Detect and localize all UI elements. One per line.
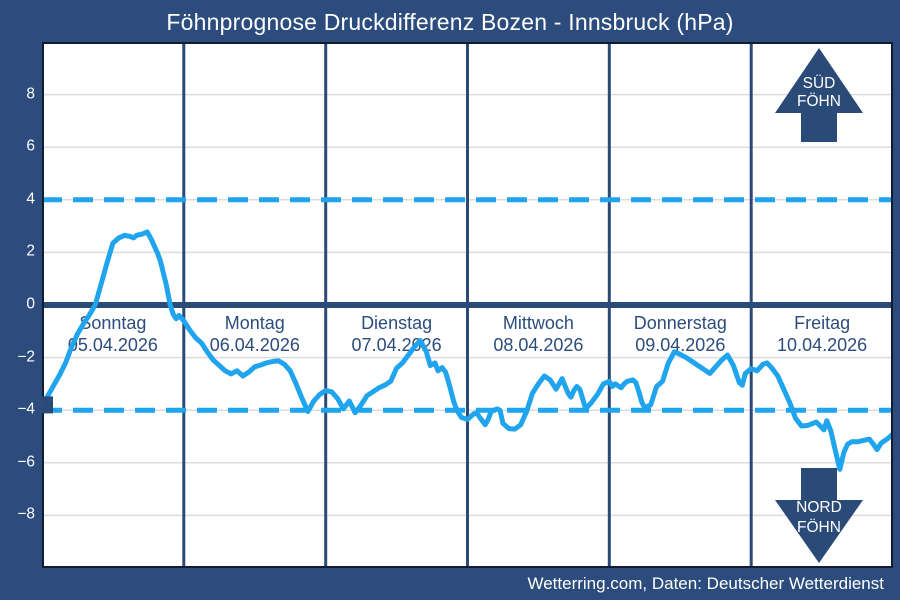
y-tick-label--2: −2 bbox=[17, 348, 35, 366]
nord-foehn-label-line1: NORD bbox=[796, 499, 842, 516]
nord-foehn-arrow-icon bbox=[775, 468, 863, 563]
day-date-label: 10.04.2026 bbox=[777, 335, 867, 355]
start-marker bbox=[42, 396, 53, 414]
day-date-label: 08.04.2026 bbox=[493, 335, 583, 355]
sued-foehn-label-line1: SÜD bbox=[803, 74, 836, 92]
y-tick-label-2: 2 bbox=[26, 243, 35, 261]
y-tick-label--6: −6 bbox=[17, 453, 35, 471]
credit-text: Wetterring.com, Daten: Deutscher Wetterd… bbox=[527, 574, 884, 593]
nord-foehn-label-line2: FÖHN bbox=[797, 518, 841, 536]
credit-bar: Wetterring.com, Daten: Deutscher Wetterd… bbox=[0, 568, 900, 600]
forecast-line bbox=[42, 229, 893, 472]
y-tick-label--8: −8 bbox=[17, 506, 35, 524]
plot-area: Sonntag 05.04.2026 Montag 06.04.2026 Diensta… bbox=[42, 42, 893, 568]
day-label: Sonntag bbox=[79, 313, 146, 333]
day-label: Dienstag bbox=[361, 313, 432, 333]
y-tick-label-0: 0 bbox=[26, 295, 35, 313]
chart-title: Föhnprognose Druckdifferenz Bozen - Inns… bbox=[166, 9, 734, 35]
day-label: Mittwoch bbox=[503, 313, 574, 333]
plot-border bbox=[42, 42, 893, 568]
sued-foehn-arrow-icon bbox=[775, 48, 863, 142]
sued-foehn-label-line2: FÖHN bbox=[797, 92, 841, 110]
day-date-label: 05.04.2026 bbox=[68, 335, 158, 355]
y-tick-label--4: −4 bbox=[17, 400, 35, 418]
y-axis: 8 6 4 2 0 −2 −4 −6 −8 bbox=[0, 0, 42, 600]
day-date-label: 09.04.2026 bbox=[635, 335, 725, 355]
day-label: Donnerstag bbox=[634, 313, 727, 333]
day-date-label: 06.04.2026 bbox=[210, 335, 300, 355]
y-tick-label-4: 4 bbox=[26, 190, 35, 208]
y-tick-label-8: 8 bbox=[26, 85, 35, 103]
y-tick-label-6: 6 bbox=[26, 137, 35, 155]
day-label: Freitag bbox=[794, 313, 850, 333]
day-label: Montag bbox=[225, 313, 285, 333]
